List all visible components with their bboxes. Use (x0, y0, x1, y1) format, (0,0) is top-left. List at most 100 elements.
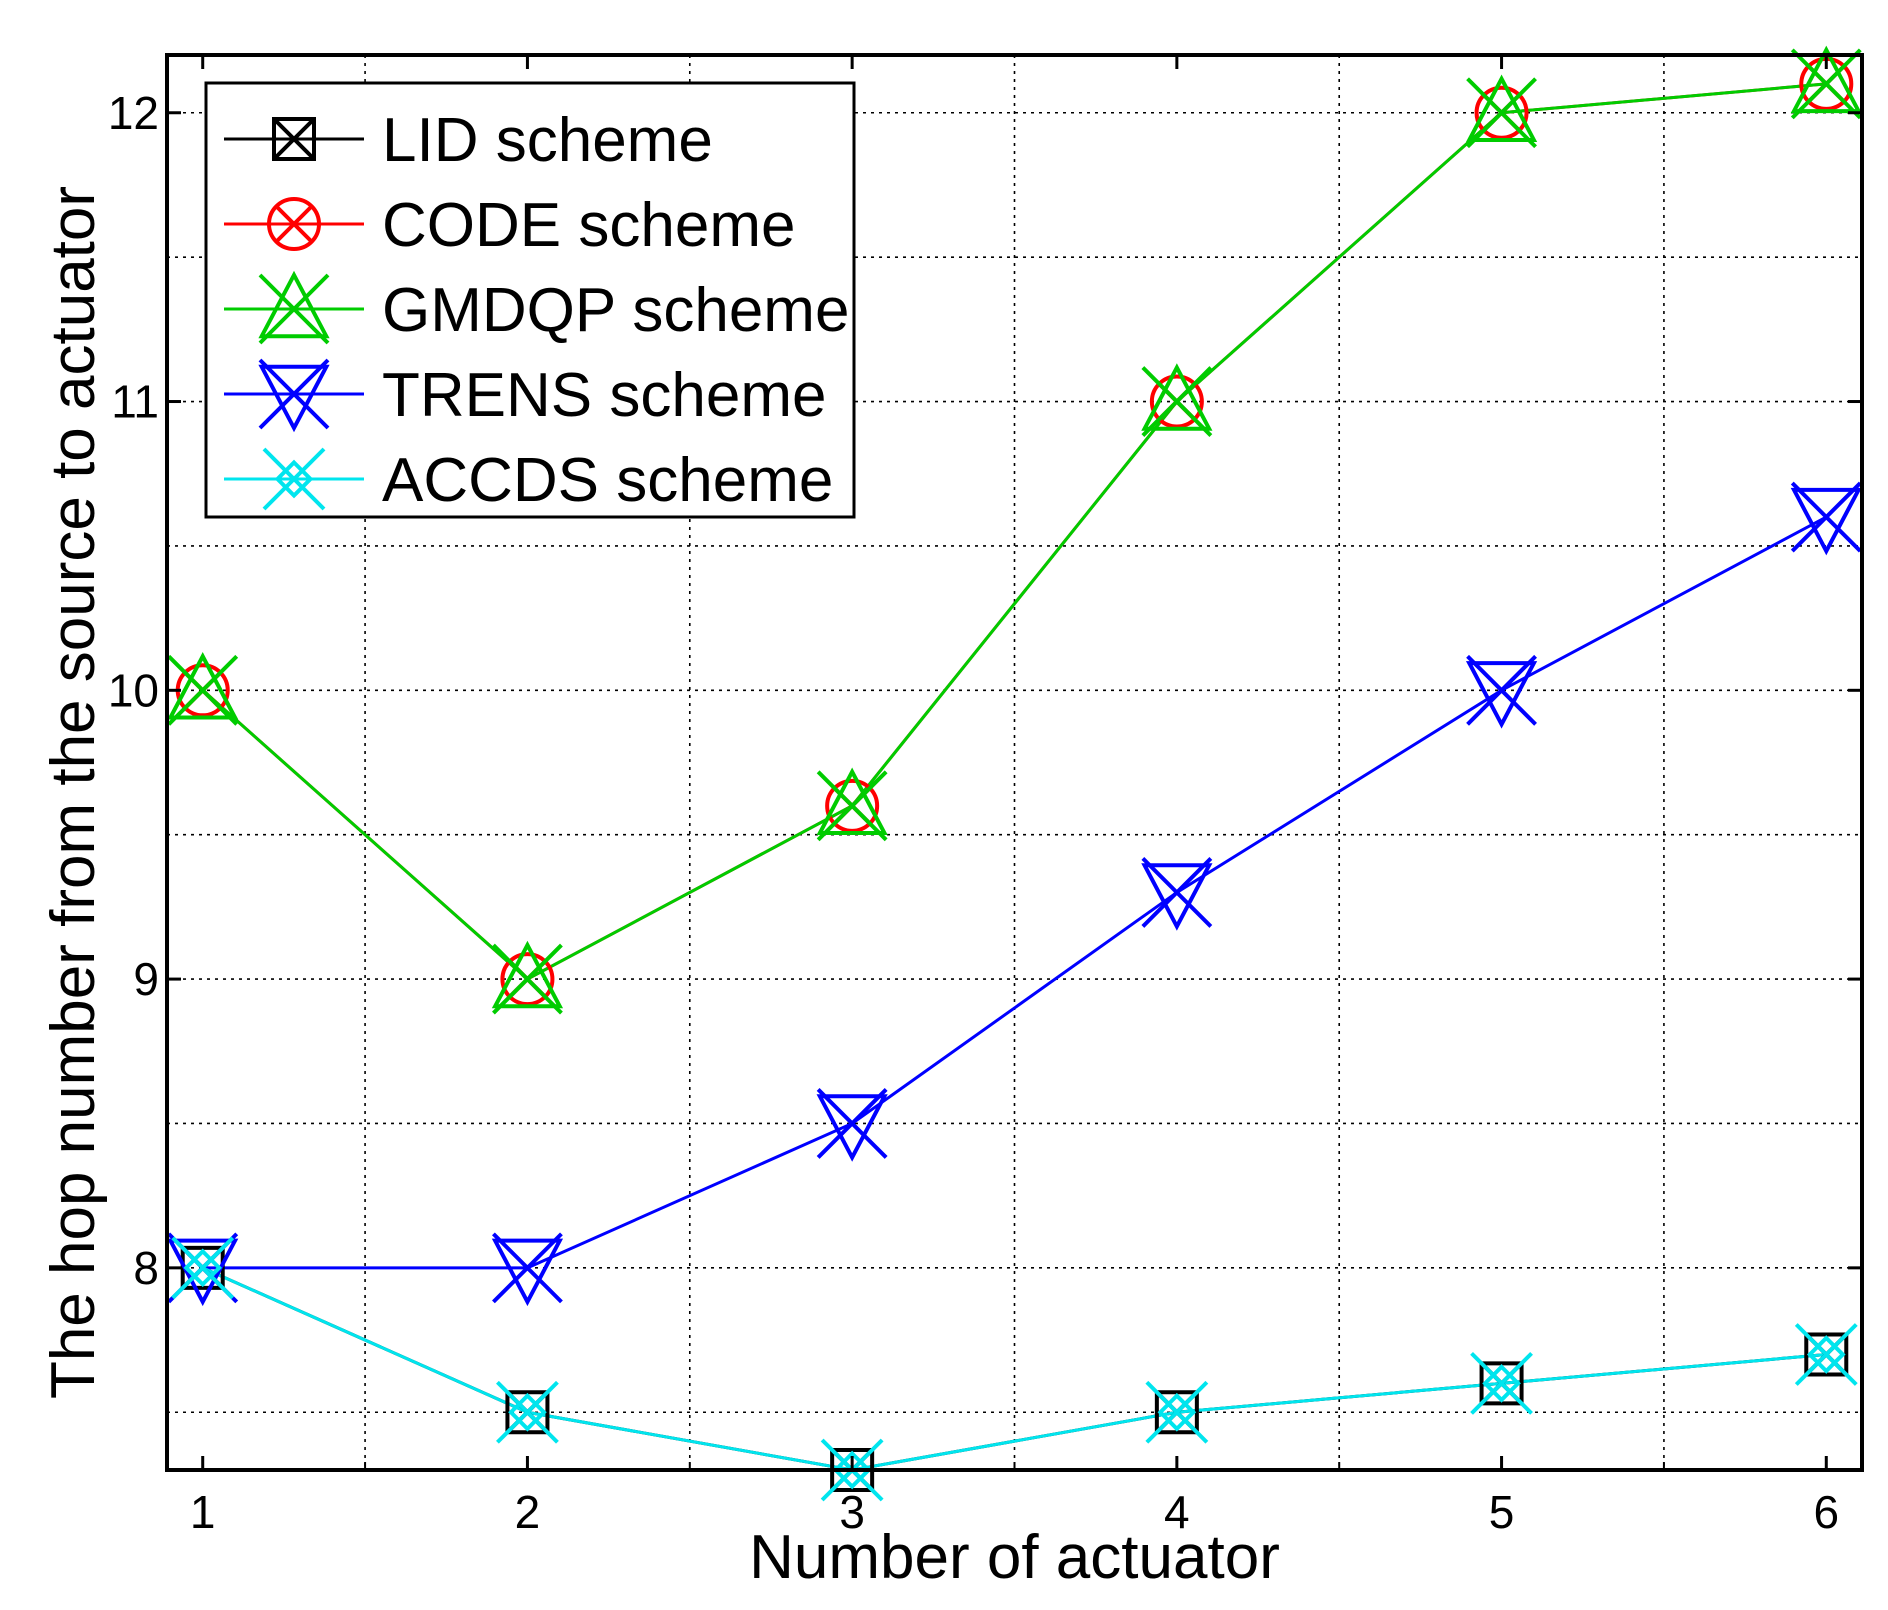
legend-item-gmdqp: GMDQP scheme (224, 270, 849, 345)
marker-cross-b (492, 1232, 563, 1304)
y-axis-title: The hop number from the source to actuat… (39, 186, 108, 1399)
data-point-gmdqp (167, 652, 239, 726)
marker-triangle-down (1141, 863, 1213, 931)
marker-triangle-down (816, 1094, 888, 1162)
marker-triangle-down (1790, 487, 1862, 556)
data-point-trens (816, 1088, 888, 1162)
marker-diamond (1157, 1392, 1197, 1432)
marker-triangle (167, 652, 239, 720)
marker-square (272, 117, 316, 161)
marker-cross-b (1141, 857, 1213, 928)
y-tick-label: 9 (133, 953, 159, 1005)
series-line-accds (202, 1266, 1827, 1472)
legend-marker (262, 447, 326, 511)
legend-item-accds: ACCDS scheme (224, 446, 833, 515)
data-point-gmdqp (1465, 74, 1538, 149)
legend-label: ACCDS scheme (382, 446, 833, 515)
x-tick-label: 3 (839, 1486, 865, 1538)
marker-cross-b (258, 358, 330, 430)
data-point-trens (1141, 857, 1213, 931)
marker-cross-b (1145, 1380, 1209, 1444)
data-point-accds (1145, 1380, 1209, 1444)
legend-marker (267, 197, 321, 251)
series-lines (201, 82, 1827, 1472)
y-axis-ticks: 8 9 10 11 12 (108, 87, 1862, 1294)
marker-circle (825, 778, 880, 833)
legend: LID scheme CODE scheme GMDQP scheme TRENS s… (204, 81, 856, 519)
legend-label: LID scheme (382, 106, 713, 175)
marker-triangle (816, 767, 888, 836)
marker-circle (267, 197, 321, 251)
marker-triangle (491, 940, 564, 1009)
legend-marker (258, 270, 330, 345)
marker-cross-b (816, 770, 888, 842)
marker-cross-b (167, 654, 239, 726)
data-point-trens (1465, 654, 1538, 729)
series-line-gmdqp (201, 82, 1827, 981)
marker-circle (1474, 85, 1529, 140)
marker-square (1154, 1390, 1199, 1435)
x-axis-ticks: 1 2 3 4 5 6 (190, 55, 1839, 1538)
legend-label: TRENS scheme (382, 361, 826, 430)
marker-diamond (183, 1248, 223, 1288)
series-markers-gmdqp (167, 45, 1862, 1015)
x-axis-title: Number of actuator (749, 1523, 1280, 1592)
data-point-accds (1794, 1323, 1858, 1386)
data-point-trens (491, 1232, 564, 1307)
y-tick-label: 11 (111, 376, 159, 428)
marker-triangle (258, 270, 330, 339)
marker-cross-b (496, 1380, 559, 1444)
marker-square (505, 1390, 550, 1435)
marker-cross-b (1470, 1351, 1533, 1415)
marker-cross-b (272, 117, 316, 161)
series-line-trens (202, 515, 1827, 1270)
marker-diamond (1806, 1335, 1846, 1374)
marker-square (1479, 1361, 1524, 1406)
marker-diamond (508, 1392, 547, 1432)
marker-cross-b (492, 943, 563, 1015)
marker-cross-b (171, 1236, 235, 1300)
marker-diamond (274, 459, 314, 499)
y-tick-label: 12 (108, 87, 159, 139)
marker-triangle (1465, 74, 1538, 142)
x-tick-label: 1 (190, 1486, 216, 1538)
y-tick-label: 10 (108, 664, 159, 716)
x-tick-label: 4 (1164, 1486, 1190, 1538)
marker-cross-b (1466, 654, 1537, 726)
marker-triangle-down (258, 364, 330, 433)
marker-cross-b (1790, 48, 1862, 120)
x-tick-label: 6 (1813, 1486, 1839, 1538)
data-point-gmdqp (816, 767, 888, 842)
legend-item-lid: LID scheme (224, 106, 713, 175)
marker-triangle (1141, 363, 1213, 431)
marker-triangle-down (491, 1238, 564, 1307)
marker-triangle-down (1465, 661, 1538, 729)
data-point-accds (1470, 1351, 1533, 1415)
series-markers (167, 45, 1862, 1502)
marker-triangle-down (167, 1238, 239, 1307)
legend-marker (272, 117, 316, 161)
data-point-gmdqp (1790, 45, 1862, 120)
y-tick-label: 8 (133, 1242, 159, 1294)
legend-label: GMDQP scheme (382, 276, 849, 345)
marker-circle (500, 952, 555, 1007)
marker-cross-b (816, 1088, 888, 1159)
legend-marker (258, 358, 330, 433)
data-point-accds (171, 1236, 235, 1300)
data-point-gmdqp (491, 940, 564, 1015)
marker-square (1804, 1332, 1849, 1377)
x-tick-label: 5 (1489, 1486, 1515, 1538)
marker-cross-b (1790, 481, 1862, 553)
x-tick-label: 2 (515, 1486, 541, 1538)
legend-item-code: CODE scheme (224, 191, 795, 260)
data-point-accds (496, 1380, 559, 1444)
data-point-trens (1790, 481, 1862, 556)
data-point-gmdqp (1141, 363, 1213, 437)
marker-diamond (832, 1450, 872, 1490)
marker-diamond (1482, 1364, 1521, 1403)
marker-cross-b (275, 205, 313, 243)
marker-cross-b (1141, 366, 1213, 437)
marker-cross-b (262, 447, 326, 511)
marker-circle (1149, 374, 1204, 429)
